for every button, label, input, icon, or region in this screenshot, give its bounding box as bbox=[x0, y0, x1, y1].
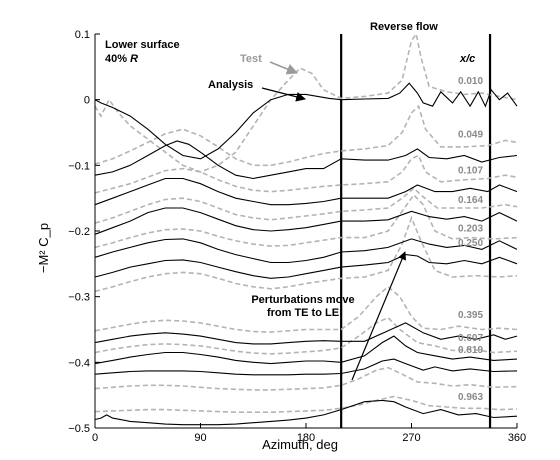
xc-label-5: 0.250 bbox=[458, 238, 483, 249]
perturbation-arrow bbox=[351, 251, 406, 381]
xc-label-8: 0.819 bbox=[458, 345, 483, 356]
xc-label-0: 0.010 bbox=[458, 76, 483, 87]
xc-label-7: 0.607 bbox=[458, 333, 483, 344]
analysis-series-7 bbox=[94, 335, 518, 365]
analysis-label: Analysis bbox=[208, 79, 253, 91]
analysis-series-5 bbox=[94, 254, 518, 279]
xc-label-6: 0.395 bbox=[458, 310, 483, 321]
surface-label-line1: Lower surface bbox=[105, 39, 180, 51]
xc-label-9: 0.963 bbox=[458, 392, 483, 403]
test-series-2 bbox=[94, 154, 518, 194]
analysis-series-4 bbox=[94, 238, 518, 264]
labels: Lower surface 40% R Reverse flow Test An… bbox=[36, 21, 475, 452]
test-series-9 bbox=[94, 395, 518, 413]
y-tick-label-5: −0.4 bbox=[68, 357, 90, 369]
analysis-series-8 bbox=[94, 358, 518, 376]
reverse-flow-label: Reverse flow bbox=[370, 21, 438, 33]
test-series-7 bbox=[94, 316, 518, 355]
test-series-0 bbox=[94, 32, 518, 173]
xc-label-1: 0.049 bbox=[458, 130, 483, 141]
test-series-4 bbox=[94, 193, 518, 249]
annotation-arrows bbox=[261, 61, 406, 381]
test-series-group bbox=[94, 32, 518, 413]
perturbation-label-line2: from TE to LE bbox=[267, 307, 339, 319]
xc-header: x/c bbox=[459, 53, 475, 65]
test-label: Test bbox=[240, 53, 262, 65]
y-tick-label-2: −0.1 bbox=[68, 160, 90, 172]
analysis-arrow bbox=[261, 87, 306, 102]
analysis-series-3 bbox=[94, 207, 518, 235]
analysis-series-6 bbox=[94, 322, 518, 345]
x-tick-label-4: 360 bbox=[508, 432, 526, 444]
analysis-series-2 bbox=[94, 177, 518, 206]
y-tick-label-3: −0.2 bbox=[68, 226, 90, 238]
test-series-6 bbox=[94, 285, 518, 333]
x-tick-label-0: 0 bbox=[92, 432, 98, 444]
xc-label-3: 0.164 bbox=[458, 195, 483, 206]
y-tick-label-0: 0.1 bbox=[75, 29, 90, 41]
analysis-series-0 bbox=[94, 82, 518, 160]
x-tick-label-2: 180 bbox=[297, 432, 315, 444]
test-series-8 bbox=[94, 366, 518, 391]
test-series-1 bbox=[94, 104, 518, 167]
y-tick-label-4: −0.3 bbox=[68, 292, 90, 304]
perturbation-label-line1: Perturbations move bbox=[251, 294, 354, 306]
test-series-3 bbox=[94, 187, 518, 224]
analysis-series-9 bbox=[94, 399, 518, 426]
x-axis-label: Azimuth, deg bbox=[262, 437, 338, 452]
y-axis-label: −M² C_p bbox=[36, 223, 51, 273]
surface-label-line2: 40% R bbox=[105, 53, 138, 65]
xc-label-2: 0.107 bbox=[458, 166, 483, 177]
analysis-series-group bbox=[94, 82, 518, 426]
y-tick-label-1: 0 bbox=[84, 95, 90, 107]
test-series-5 bbox=[94, 215, 518, 293]
test-arrow bbox=[269, 61, 299, 75]
x-tick-label-1: 90 bbox=[194, 432, 206, 444]
axes: 0.10−0.1−0.2−0.3−0.4−0.50 90 180 270 360 bbox=[68, 29, 526, 444]
y-tick-label-6: −0.5 bbox=[68, 423, 90, 435]
analysis-series-1 bbox=[94, 140, 518, 180]
xc-label-4: 0.203 bbox=[458, 223, 483, 234]
xc-labels: 0.010 0.049 0.107 0.164 0.203 0.250 0.395 0.607… bbox=[458, 76, 483, 403]
x-tick-label-3: 270 bbox=[402, 432, 420, 444]
